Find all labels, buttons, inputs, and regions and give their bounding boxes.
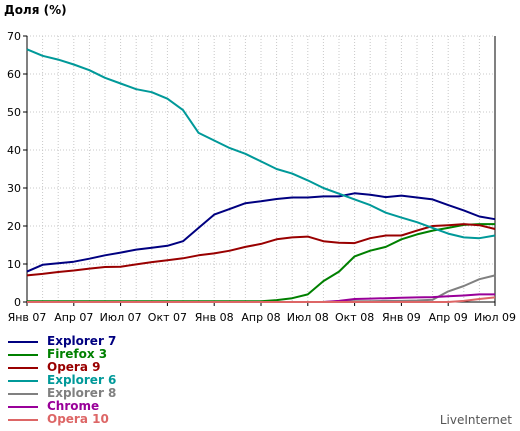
y-axis-label: Доля (%)	[4, 3, 67, 17]
legend-item: Firefox 3	[8, 348, 116, 361]
x-tick-label: Апр 09	[429, 311, 468, 324]
y-tick-label: 0	[14, 296, 21, 309]
legend-swatch	[8, 418, 38, 421]
x-tick-label: Янв 08	[195, 311, 234, 324]
legend-item: Opera 10	[8, 413, 116, 426]
y-tick-label: 30	[7, 182, 21, 195]
y-tick-label: 40	[7, 144, 21, 157]
x-tick-label: Янв 09	[382, 311, 421, 324]
legend-swatch	[8, 379, 38, 382]
x-tick-label: Окт 07	[148, 311, 187, 324]
legend: Explorer 7 Firefox 3 Opera 9 Explorer 6 Expl…	[8, 335, 116, 426]
series-line-explorer-7	[26, 192, 496, 273]
plot-area: 0 10 20 30 40 50 60 70 Янв 07 Апр 07 Июл 07 Окт 07 Я…	[7, 30, 516, 324]
legend-item: Explorer 6	[8, 374, 116, 387]
legend-swatch	[8, 366, 38, 369]
y-tick-label: 60	[7, 68, 21, 81]
y-tick-label: 20	[7, 220, 21, 233]
legend-label: Firefox 3	[47, 347, 108, 361]
series-line-opera-10	[27, 296, 496, 303]
legend-label: Opera 9	[47, 360, 101, 374]
x-tick-label: Июл 07	[100, 311, 142, 324]
x-tick-label: Янв 07	[8, 311, 47, 324]
legend-label: Explorer 8	[47, 386, 117, 400]
x-tick-label: Апр 07	[54, 311, 93, 324]
y-tick-label: 70	[7, 30, 21, 43]
legend-label: Explorer 6	[47, 373, 117, 387]
legend-label: Explorer 7	[47, 334, 117, 348]
legend-swatch	[8, 392, 38, 395]
legend-swatch	[8, 340, 38, 343]
y-tick-label: 10	[7, 258, 21, 271]
legend-item: Explorer 8	[8, 387, 116, 400]
series-line-opera-9	[26, 223, 496, 277]
source-label: LiveInternet	[439, 413, 512, 427]
x-tick-label: Окт 08	[335, 311, 374, 324]
y-tick-label: 50	[7, 106, 21, 119]
x-tick-label: Апр 08	[241, 311, 280, 324]
legend-item: Opera 9	[8, 361, 116, 374]
legend-item: Chrome	[8, 400, 116, 413]
series-line-firefox-3	[27, 223, 495, 303]
legend-item: Explorer 7	[8, 335, 116, 348]
legend-swatch	[8, 405, 38, 408]
series-line-explorer-6	[26, 48, 496, 240]
legend-swatch	[8, 353, 38, 356]
x-tick-label: Июл 08	[287, 311, 329, 324]
legend-label: Chrome	[47, 399, 100, 413]
x-tick-label: Июл 09	[474, 311, 516, 324]
legend-label: Opera 10	[47, 412, 109, 426]
